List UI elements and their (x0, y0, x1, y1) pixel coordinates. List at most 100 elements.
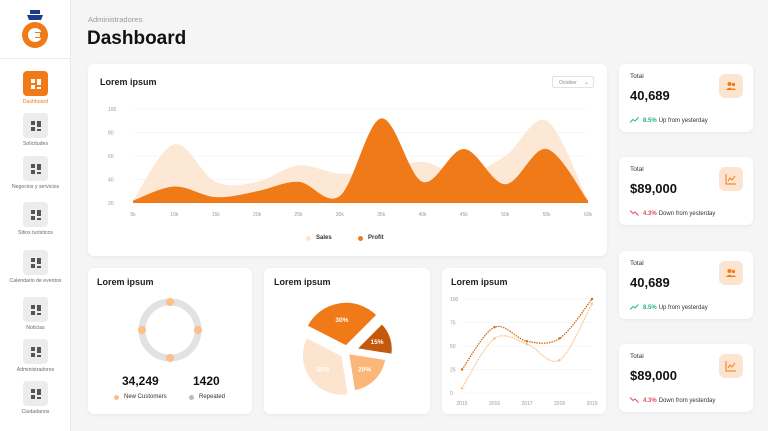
sidebar-item-label: Sitios turísticos (18, 230, 53, 236)
pie-slice (354, 322, 394, 356)
chevron-down-icon: ⌄ (583, 80, 589, 86)
line-title: Lorem ipsum (451, 277, 508, 287)
pie-title: Lorem ipsum (274, 277, 331, 287)
sidebar-item-news[interactable]: Noticias (0, 297, 71, 332)
stat-trend: 4.3% Down from yesterday (629, 397, 716, 405)
pie-card: Lorem ipsum 30% 15% 20% 35% (264, 268, 430, 414)
area-series-profit (133, 118, 588, 203)
trend-down-icon (629, 210, 643, 218)
y-tick-label: 100 (450, 297, 459, 303)
sidebar-item-request-doc[interactable]: Solicitudes (0, 113, 71, 148)
y-tick-label: 0 (450, 391, 453, 397)
stat-value: $89,000 (630, 368, 677, 383)
stat-value: 40,689 (630, 275, 670, 290)
sidebar-item-label: Administradores (16, 367, 55, 373)
breadcrumb[interactable]: Administradores (88, 15, 143, 24)
legend-sales: Sales (306, 235, 332, 241)
stat-card: Total $89,000 4.3% Down from yesterday (619, 157, 753, 225)
legend-profit: Profit (358, 235, 384, 241)
donut-marker-left (138, 326, 146, 334)
stat-value: 40,689 (630, 88, 670, 103)
line-point (525, 342, 529, 346)
repeated-value: 1420 (193, 374, 220, 388)
line-point (558, 358, 561, 362)
sidebar-item-tourist-site[interactable]: Sitios turísticos (0, 202, 71, 237)
x-tick-label: 35k (377, 212, 386, 218)
x-tick-label: 60k (584, 212, 593, 218)
x-tick-label: 2017 (521, 401, 532, 407)
sidebar-item-label: Calendario de eventos (9, 278, 62, 284)
stat-card: Total 40,689 8.5% Up from yesterday (619, 64, 753, 132)
line-point (558, 337, 561, 340)
pie-slice-label: 30% (335, 317, 348, 324)
sidebar-item-dashboard[interactable]: Dashboard (0, 71, 71, 106)
calendar-icon (23, 250, 48, 275)
sidebar: Dashboard Solicitudes Negocios y servicios… (0, 0, 71, 431)
donut-marker-bottom (166, 354, 174, 362)
sidebar-item-label: Dashboard (22, 99, 49, 105)
line-series (461, 298, 593, 370)
y-tick-label: 20 (108, 201, 114, 207)
x-tick-label: 2018 (554, 401, 565, 407)
x-tick-label: 2016 (489, 401, 500, 407)
pie-slice-label: 35% (316, 367, 329, 374)
users-icon (719, 74, 743, 98)
line-point (590, 302, 594, 305)
stat-percent: 4.3% (643, 398, 657, 404)
trend-down-icon (629, 397, 643, 405)
x-tick-label: 10k (170, 212, 179, 218)
line-point (460, 368, 464, 371)
new-customers-dot (114, 394, 119, 400)
line-series (461, 303, 593, 389)
x-tick-label: 15k (212, 212, 221, 218)
line-chart: 0 25 50 75 100 2015 2016 2017 2018 2019 (450, 297, 598, 407)
stat-trend-text: Up from yesterday (658, 305, 708, 311)
month-select[interactable]: October ⌄ (552, 76, 594, 88)
customers-title: Lorem ipsum (97, 277, 154, 287)
legend-profit-dot (358, 235, 363, 241)
stat-trend: 8.5% Up from yesterday (629, 304, 708, 312)
stat-trend: 4.3% Down from yesterday (629, 210, 716, 218)
sidebar-item-label: Negocios y servicios (11, 184, 60, 190)
x-tick-label: 45k (460, 212, 469, 218)
pie-chart: 30% 15% 20% 35% (301, 301, 394, 397)
customers-donut (138, 298, 202, 362)
stat-label: Total (630, 73, 644, 80)
y-tick-label: 75 (450, 321, 456, 327)
x-tick-label: 30k (336, 212, 345, 218)
sidebar-item-business-building[interactable]: Negocios y servicios (0, 156, 71, 191)
stat-trend-text: Down from yesterday (658, 211, 716, 217)
stat-value: $89,000 (630, 181, 677, 196)
y-tick-label: 50 (450, 344, 456, 350)
new-customers-value: 34,249 (122, 374, 159, 388)
line-point (460, 387, 464, 390)
sidebar-item-citizens[interactable]: Ciudadanos (0, 381, 71, 416)
legend-repeated: Repeated (189, 394, 225, 400)
x-tick-label: 2019 (586, 401, 597, 407)
tourist-site-icon (23, 202, 48, 227)
admin-user-icon (23, 339, 48, 364)
sidebar-item-calendar[interactable]: Calendario de eventos (0, 250, 71, 285)
sidebar-item-label: Solicitudes (22, 141, 49, 147)
pie-slice-label: 15% (371, 339, 384, 346)
citizens-icon (23, 381, 48, 406)
legend-sales-label: Sales (316, 235, 332, 241)
x-tick-label: 20k (253, 212, 262, 218)
sidebar-item-admin-user[interactable]: Administradores (0, 339, 71, 374)
stat-trend: 8.5% Up from yesterday (629, 117, 708, 125)
x-tick-label: 40k (419, 212, 428, 218)
royal-crest-logo[interactable] (18, 10, 52, 50)
y-tick-label: 25 (450, 368, 456, 374)
customers-card: Lorem ipsum 34,249 1420 New Customers Re… (88, 268, 252, 414)
stat-trend-text: Down from yesterday (658, 398, 716, 404)
chart-line-icon (719, 167, 743, 191)
area-chart: 20 40 60 80 100 5k 10k 15k 20k 25k 30k 35k 40k 45k 50k… (108, 107, 593, 218)
legend-new-customers: New Customers (114, 394, 167, 400)
x-tick-label: 5k (130, 212, 136, 218)
y-tick-label: 100 (108, 107, 117, 113)
y-tick-label: 40 (108, 178, 114, 184)
trend-up-icon (629, 304, 643, 312)
x-tick-label: 55k (543, 212, 552, 218)
month-select-value: October (559, 79, 577, 86)
stat-card: Total 40,689 8.5% Up from yesterday (619, 251, 753, 319)
